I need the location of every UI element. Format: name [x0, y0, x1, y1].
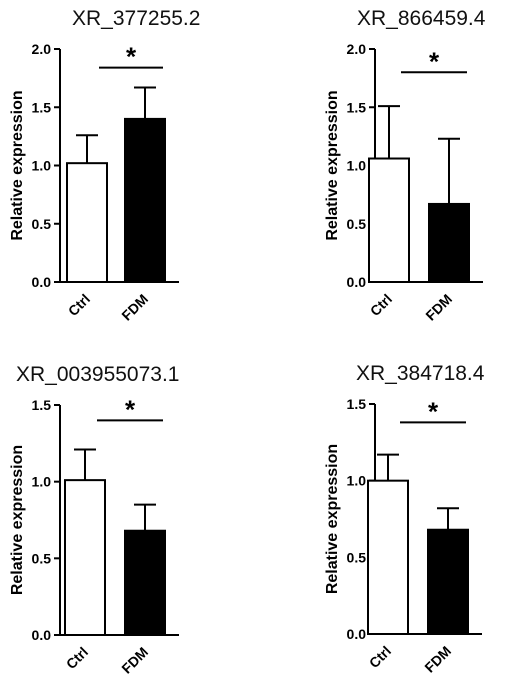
y-axis-label: Relative expression: [9, 90, 26, 240]
y-tick-label: 0.5: [32, 550, 52, 566]
panel-title: XR_003955073.1: [16, 363, 179, 386]
y-axis-label: Relative expression: [324, 90, 341, 240]
bar-ctrl: [367, 479, 409, 635]
y-tick-label: 2.0: [32, 41, 52, 57]
y-tick-label: 0.5: [32, 216, 52, 232]
bar-fdm: [428, 202, 470, 284]
x-category-label: Ctrl: [367, 291, 395, 319]
y-tick-label: 1.0: [32, 158, 52, 174]
y-tick-label: 1.5: [32, 99, 52, 115]
bar-ctrl: [64, 479, 106, 636]
y-tick-label: 1.5: [347, 99, 367, 115]
significance-star: *: [428, 396, 439, 426]
x-category-label: Ctrl: [63, 644, 91, 672]
bar-fdm: [124, 529, 166, 637]
y-tick-label: 0.0: [347, 274, 367, 290]
bar-ctrl: [66, 162, 108, 283]
x-category-label: FDM: [118, 291, 151, 324]
y-tick-label: 0.0: [32, 627, 52, 643]
bar-fdm: [427, 528, 469, 636]
chart-panel-1: XR_377255.2 Relative expression 0.0 0.5 1.0 1…: [9, 7, 200, 324]
significance-star: *: [125, 394, 136, 424]
chart-panel-4: XR_384718.4 Relative expression 0.0 0.5 1.0 1…: [324, 362, 485, 676]
significance-star: *: [429, 46, 440, 76]
y-axis-label: Relative expression: [324, 444, 341, 594]
y-tick-label: 1.0: [347, 473, 367, 489]
y-tick-label: 0.0: [347, 626, 367, 642]
x-category-label: FDM: [422, 291, 455, 324]
panel-title: XR_377255.2: [72, 7, 200, 30]
significance-star: *: [126, 42, 137, 72]
chart-panel-3: XR_003955073.1 Relative expression 0.0 0.5 1…: [9, 363, 179, 677]
chart-panel-2: XR_866459.4 Relative expression 0.0 0.5 1.0 1…: [324, 7, 486, 324]
x-category-label: Ctrl: [366, 643, 394, 671]
y-tick-label: 0.0: [32, 274, 52, 290]
x-category-label: FDM: [118, 644, 151, 677]
panel-title: XR_866459.4: [357, 7, 486, 30]
panel-title: XR_384718.4: [356, 362, 485, 385]
bar-fdm: [124, 117, 166, 284]
x-category-label: FDM: [421, 643, 454, 676]
y-tick-label: 1.5: [32, 397, 52, 413]
x-category-label: Ctrl: [65, 291, 93, 319]
y-tick-label: 0.5: [347, 216, 367, 232]
y-axis-label: Relative expression: [9, 445, 26, 595]
y-tick-label: 1.0: [347, 158, 367, 174]
y-tick-label: 0.5: [347, 549, 367, 565]
bar-ctrl: [368, 157, 410, 283]
y-tick-label: 1.0: [32, 474, 52, 490]
y-tick-label: 1.5: [347, 396, 367, 412]
y-tick-label: 2.0: [347, 41, 367, 57]
